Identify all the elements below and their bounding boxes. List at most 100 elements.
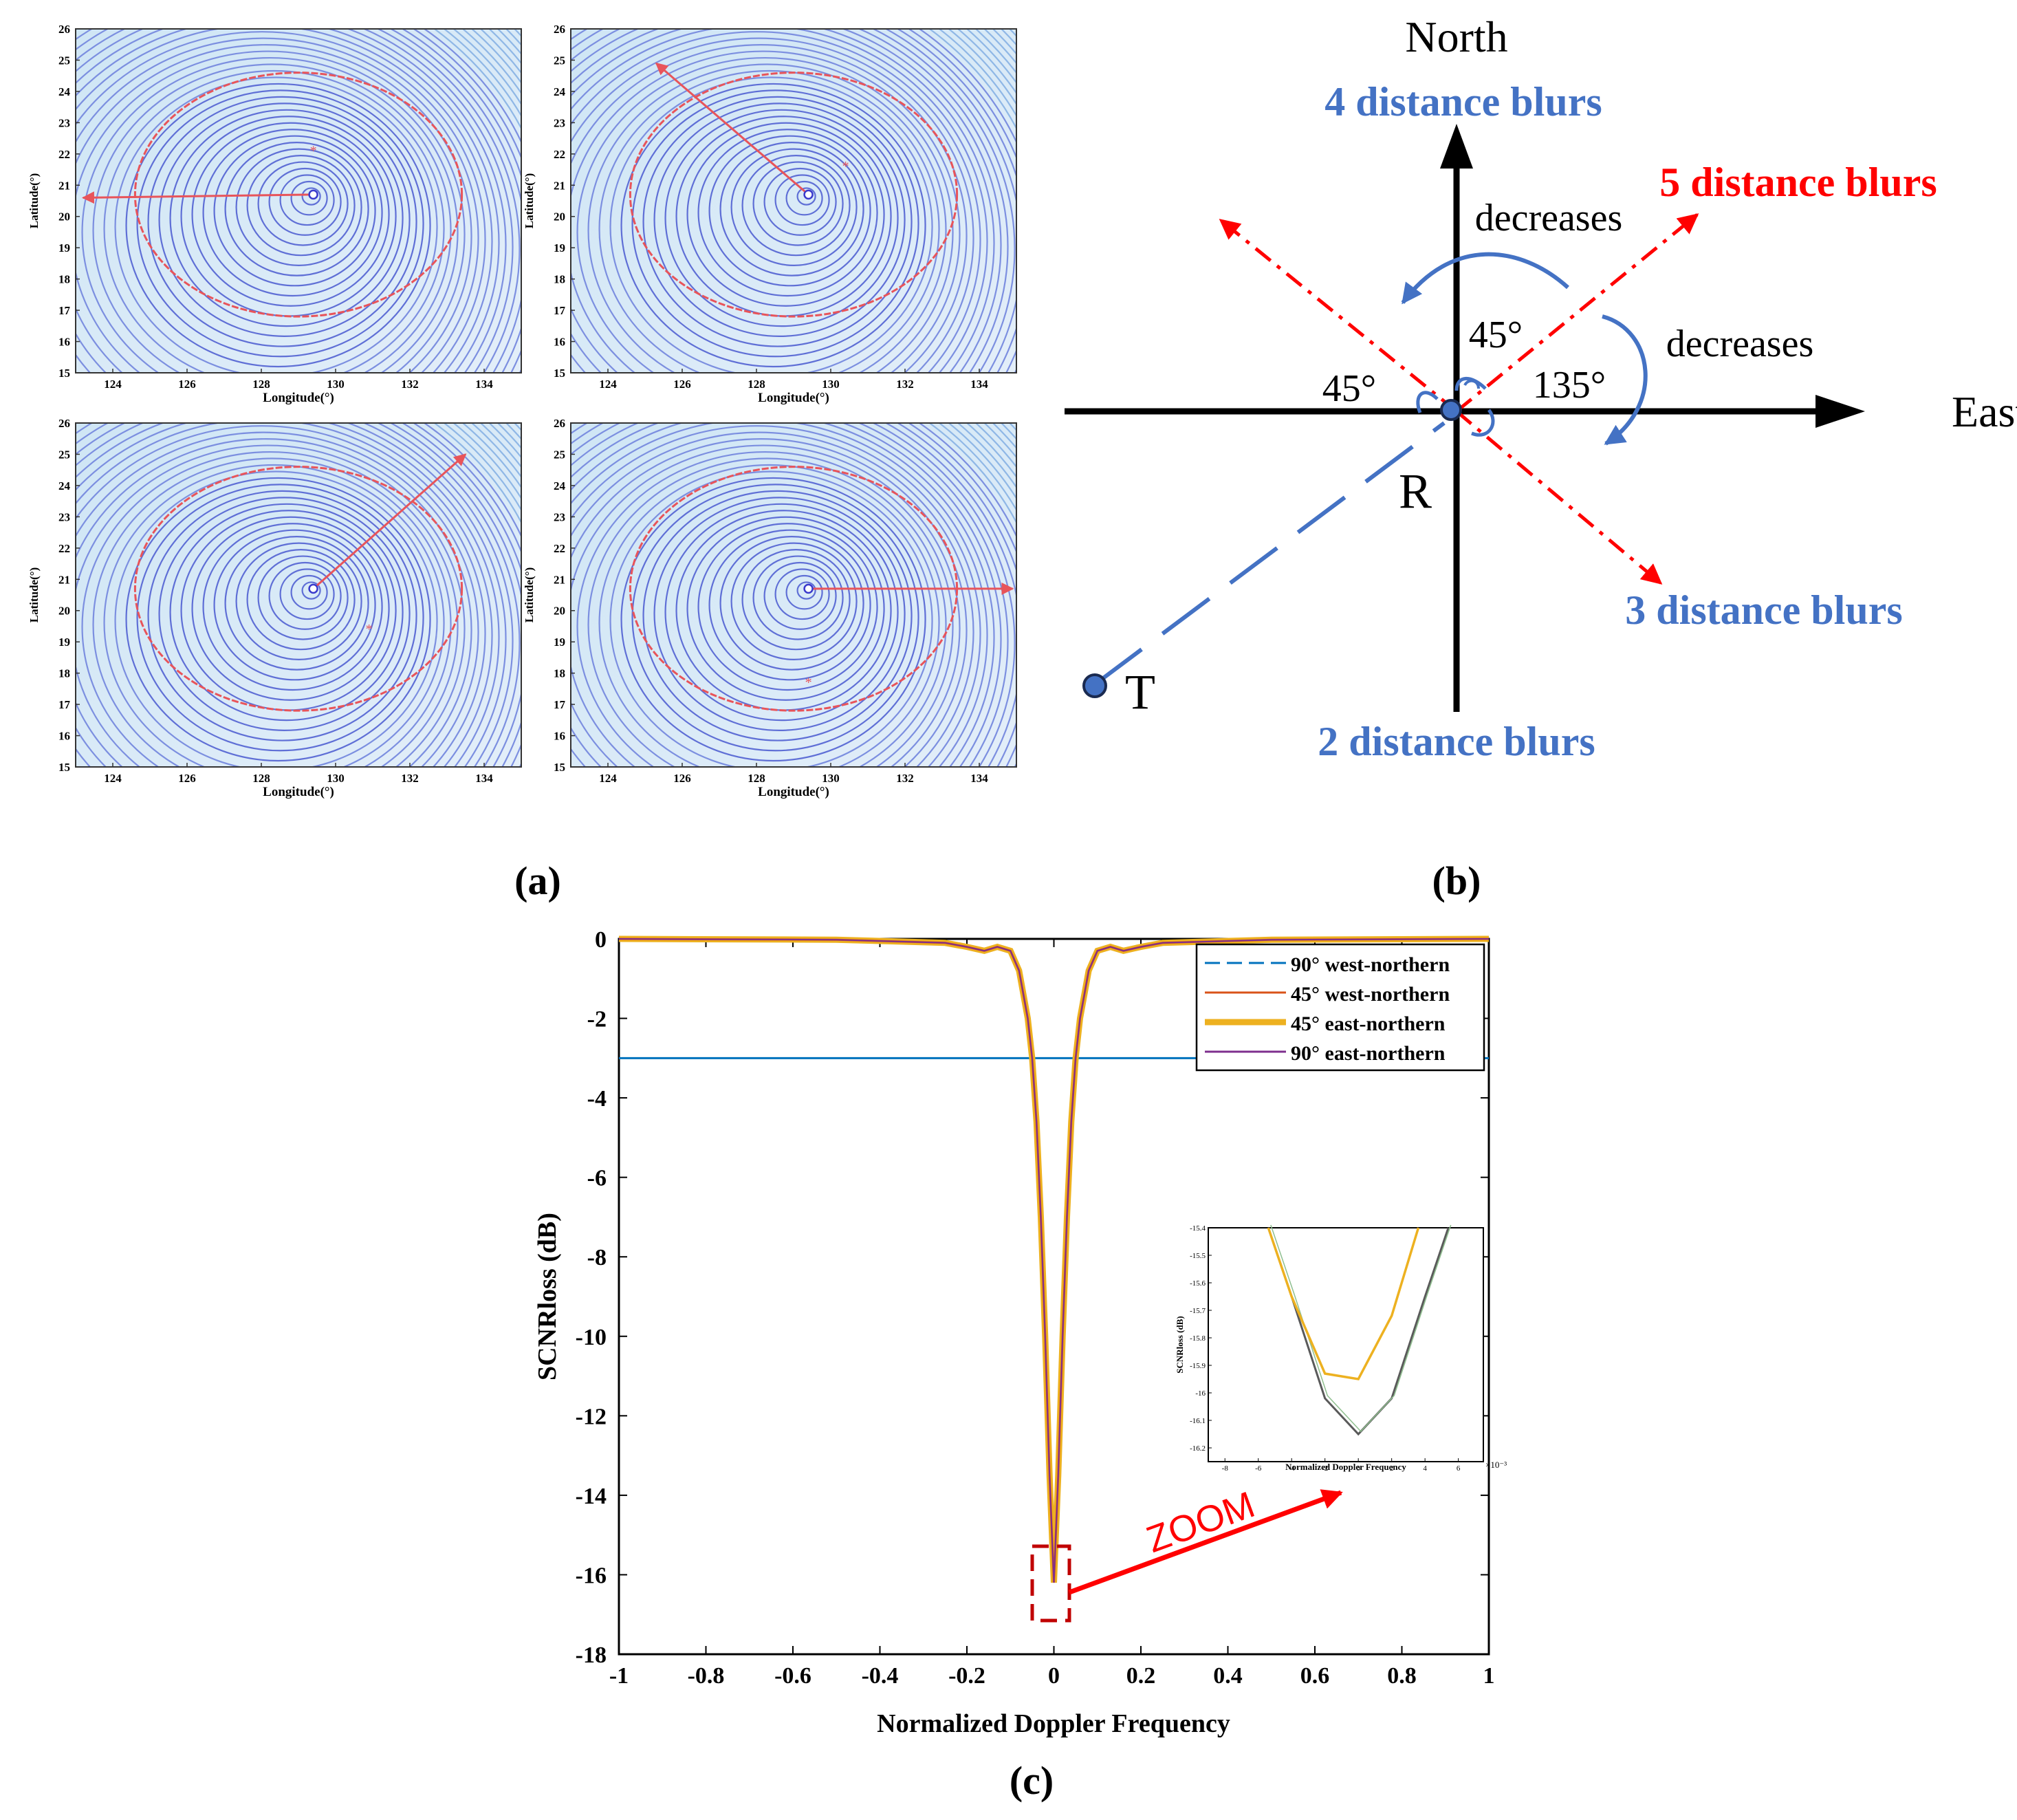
x-tick-label: 128 (252, 378, 270, 391)
x-tick-label: 134 (475, 378, 493, 391)
y-tick-label: 18 (58, 273, 70, 286)
contour-ellipse (301, 581, 321, 600)
contour-ellipse (576, 57, 954, 373)
inset-frame (1208, 1227, 1484, 1462)
contour-ellipse (202, 129, 383, 297)
inset-y-tick-label: -15.5 (1190, 1252, 1206, 1260)
y-tick-label: 26 (58, 23, 70, 36)
contour-ellipse (268, 561, 342, 630)
decreases-label-top: decreases (1475, 197, 1623, 239)
inset-series-others-offset (1270, 1224, 1452, 1433)
y-tick-label: 24 (554, 85, 566, 98)
x-tick-label: 132 (896, 772, 914, 785)
contour-ellipse (752, 161, 844, 246)
contour-lines (571, 423, 1016, 767)
x-tick-label: 128 (748, 378, 765, 391)
contour-ellipse (719, 536, 864, 671)
inset-x-tick-label: -8 (1222, 1464, 1229, 1473)
panel-a: * 124 126 128 130 132 134 15 16 17 18 19 20 21 22 23 24 2… (28, 23, 1017, 799)
y-tick-label: 15 (554, 367, 565, 380)
y-tick-label: 17 (554, 698, 566, 711)
y-tick-label: 19 (554, 241, 565, 254)
x-axis-label: Longitude(°) (758, 391, 829, 405)
y-axis-label: Latitude(°) (28, 567, 41, 622)
contour-ellipse (741, 154, 851, 257)
contour-ellipse (631, 484, 919, 752)
subplot-east-northern-90: * 124 126 128 130 132 134 15 16 17 18 19 20 21 22 23 24 2… (523, 417, 1017, 799)
contour-ellipse (664, 109, 899, 327)
contour-ellipse (213, 529, 376, 681)
contour-lines (76, 29, 521, 373)
contour-ellipse (642, 490, 913, 741)
contour-ellipse (301, 187, 321, 206)
inset-x-tick-label: -2 (1322, 1464, 1328, 1473)
contour-ellipse (81, 451, 459, 767)
x-tick-label: 132 (401, 772, 419, 785)
velocity-arrow (655, 62, 809, 196)
y-tick-label: 18 (554, 667, 565, 680)
contour-ellipse (76, 423, 500, 767)
contour-ellipse (136, 89, 424, 358)
contour-ellipse (571, 29, 995, 373)
y-tick-label: 24 (58, 479, 71, 492)
target-star: * (805, 675, 812, 690)
receiver-marker (308, 189, 318, 200)
x-tick-label: 124 (599, 772, 617, 785)
inset-zoom-plot: -8 -6 -4 -2 0 2 4 6 -15.4 -15.5 -15.6 -15.7 -15.8 -15… (1175, 1224, 1507, 1473)
inset-y-tick-label: -15.4 (1190, 1224, 1206, 1233)
x-tick-label: 130 (327, 772, 345, 785)
contour-ellipse (76, 44, 472, 373)
x-tick-label: 0.6 (1300, 1663, 1330, 1689)
contour-ellipse (642, 96, 913, 347)
x-tick-label: 128 (748, 772, 765, 785)
east-label: East (1952, 387, 2017, 436)
legend-box (1195, 943, 1485, 1072)
contour-ellipse (571, 444, 961, 767)
y-axis-label: Latitude(°) (523, 567, 536, 622)
velocity-arrow (312, 453, 467, 590)
contour-ellipse (697, 129, 878, 297)
contour-ellipse (279, 174, 335, 226)
x-tick-label: 134 (475, 772, 493, 785)
y-tick-label: 17 (554, 304, 566, 317)
y-tick-label: 24 (58, 85, 71, 98)
blur-label-south: 2 distance blurs (1318, 719, 1595, 764)
receiver-label: R (1399, 464, 1432, 519)
x-tick-label: 126 (178, 772, 196, 785)
contour-ellipse (571, 50, 961, 373)
decrease-arc-top (1401, 252, 1570, 305)
contour-ellipse (257, 555, 349, 640)
contour-ellipse (571, 44, 968, 373)
target-star: * (310, 143, 317, 158)
contour-ellipse (571, 438, 968, 767)
contour-ellipse (571, 31, 981, 373)
y-tick-label: 17 (58, 698, 71, 711)
x-tick-label: 132 (896, 378, 914, 391)
y-tick-label: 26 (58, 417, 70, 430)
inset-x-tick-label: 0 (1356, 1464, 1360, 1473)
legend-label-90-west-northern: 90° west-northern (1291, 953, 1450, 976)
contour-ellipse (609, 470, 933, 767)
y-tick-label: 25 (58, 54, 70, 67)
blur-label-ne: 5 distance blurs (1659, 160, 1937, 205)
inset-x-tick-label: -4 (1289, 1464, 1296, 1473)
contour-ellipse (774, 568, 830, 620)
y-tick-label: 19 (58, 636, 70, 649)
contour-ellipse (76, 423, 493, 767)
contour-ellipse (76, 29, 493, 373)
x-axis-label: Longitude(°) (263, 391, 334, 405)
y-tick-label: 20 (58, 605, 70, 618)
inset-x-tick-label: 4 (1423, 1464, 1427, 1473)
contour-ellipse (686, 516, 885, 701)
y-tick-label: 26 (554, 23, 565, 36)
x-tick-label: 126 (178, 378, 196, 391)
inset-y-tick-label: -16 (1195, 1389, 1206, 1398)
contour-ellipse (76, 29, 500, 373)
panel-a-caption: (a) (514, 858, 561, 903)
main-ylabel: SCNRloss (dB) (533, 1213, 562, 1380)
contour-ellipse (730, 542, 858, 660)
y-axis-label: Latitude(°) (523, 173, 536, 228)
inset-y-tick-label: -16.2 (1190, 1444, 1206, 1453)
y-tick-label: -14 (576, 1484, 607, 1509)
contour-ellipse (576, 451, 954, 767)
